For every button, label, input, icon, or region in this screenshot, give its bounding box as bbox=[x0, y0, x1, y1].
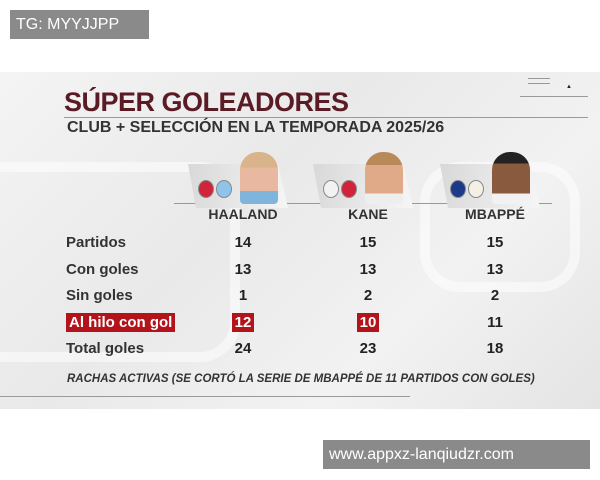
player-name: HAALAND bbox=[208, 206, 278, 222]
stat-value: 18 bbox=[475, 340, 515, 357]
stat-value-text: 2 bbox=[363, 287, 373, 304]
bayern-munich-crest-icon bbox=[341, 180, 357, 198]
stat-value: 2 bbox=[475, 287, 515, 304]
triangle-icon: ▲ bbox=[566, 84, 572, 90]
row-label-text: Sin goles bbox=[66, 287, 133, 304]
stat-value-text: 18 bbox=[486, 340, 504, 357]
player-name: MBAPPÉ bbox=[465, 206, 525, 222]
player-haaland bbox=[188, 152, 288, 208]
graphic-title: SÚPER GOLEADORES bbox=[64, 87, 349, 117]
website-watermark: www.appxz-lanqiudzr.com bbox=[323, 440, 590, 469]
graphic-subtitle: CLUB + SELECCIÓN EN LA TEMPORADA 2025/26 bbox=[67, 119, 445, 136]
stat-value: 15 bbox=[475, 234, 515, 251]
row-label-text: Con goles bbox=[66, 261, 139, 278]
row-label: Partidos bbox=[66, 234, 126, 251]
divider bbox=[0, 396, 410, 397]
menu-icon bbox=[528, 78, 550, 88]
player-photo bbox=[492, 152, 530, 204]
england-crest-icon bbox=[323, 180, 339, 198]
stat-value-text: 14 bbox=[234, 234, 252, 251]
background-shape bbox=[0, 162, 240, 362]
stat-value-text: 13 bbox=[486, 261, 504, 278]
telegram-label: TG: MYYJJPP bbox=[10, 10, 149, 39]
stat-value-text: 15 bbox=[486, 234, 504, 251]
player-mbappe bbox=[440, 152, 540, 208]
row-label: Total goles bbox=[66, 340, 144, 357]
stat-value: 13 bbox=[475, 261, 515, 278]
player-kane bbox=[313, 152, 413, 208]
stat-value-text: 13 bbox=[234, 261, 252, 278]
stat-value-text: 15 bbox=[359, 234, 377, 251]
stat-value-text: 2 bbox=[490, 287, 500, 304]
scorers-graphic: ▲ SÚPER GOLEADORES CLUB + SELECCIÓN EN L… bbox=[0, 72, 600, 409]
stat-value-text: 13 bbox=[359, 261, 377, 278]
stat-value: 13 bbox=[348, 261, 388, 278]
manchester-city-crest-icon bbox=[216, 180, 232, 198]
stat-value: 12 bbox=[223, 313, 263, 332]
player-photo bbox=[240, 152, 278, 204]
stat-value: 23 bbox=[348, 340, 388, 357]
france-crest-icon bbox=[450, 180, 466, 198]
stat-value-text: 1 bbox=[238, 287, 248, 304]
row-label: Con goles bbox=[66, 261, 139, 278]
divider bbox=[520, 96, 588, 97]
row-label-text: Total goles bbox=[66, 340, 145, 357]
row-label-text: Partidos bbox=[66, 234, 127, 251]
stat-value: 2 bbox=[348, 287, 388, 304]
row-label: Al hilo con gol bbox=[66, 313, 176, 332]
stat-value: 15 bbox=[348, 234, 388, 251]
player-name: KANE bbox=[348, 206, 388, 222]
stat-value-text: 11 bbox=[487, 314, 503, 331]
footnote: RACHAS ACTIVAS (SE CORTÓ LA SERIE DE MBA… bbox=[67, 373, 535, 385]
stat-value: 13 bbox=[223, 261, 263, 278]
divider bbox=[64, 117, 588, 118]
stat-value: 1 bbox=[223, 287, 263, 304]
player-photo bbox=[365, 152, 403, 204]
stat-value: 11 bbox=[475, 314, 515, 331]
row-label-text: Al hilo con gol bbox=[66, 313, 176, 332]
stat-value-text: 10 bbox=[356, 313, 380, 332]
stat-value: 14 bbox=[223, 234, 263, 251]
stat-value: 10 bbox=[348, 313, 388, 332]
stat-value-text: 12 bbox=[231, 313, 255, 332]
row-label: Sin goles bbox=[66, 287, 133, 304]
norway-crest-icon bbox=[198, 180, 214, 198]
stat-value-text: 23 bbox=[359, 340, 377, 357]
stat-value: 24 bbox=[223, 340, 263, 357]
stat-value-text: 24 bbox=[234, 340, 252, 357]
real-madrid-crest-icon bbox=[468, 180, 484, 198]
